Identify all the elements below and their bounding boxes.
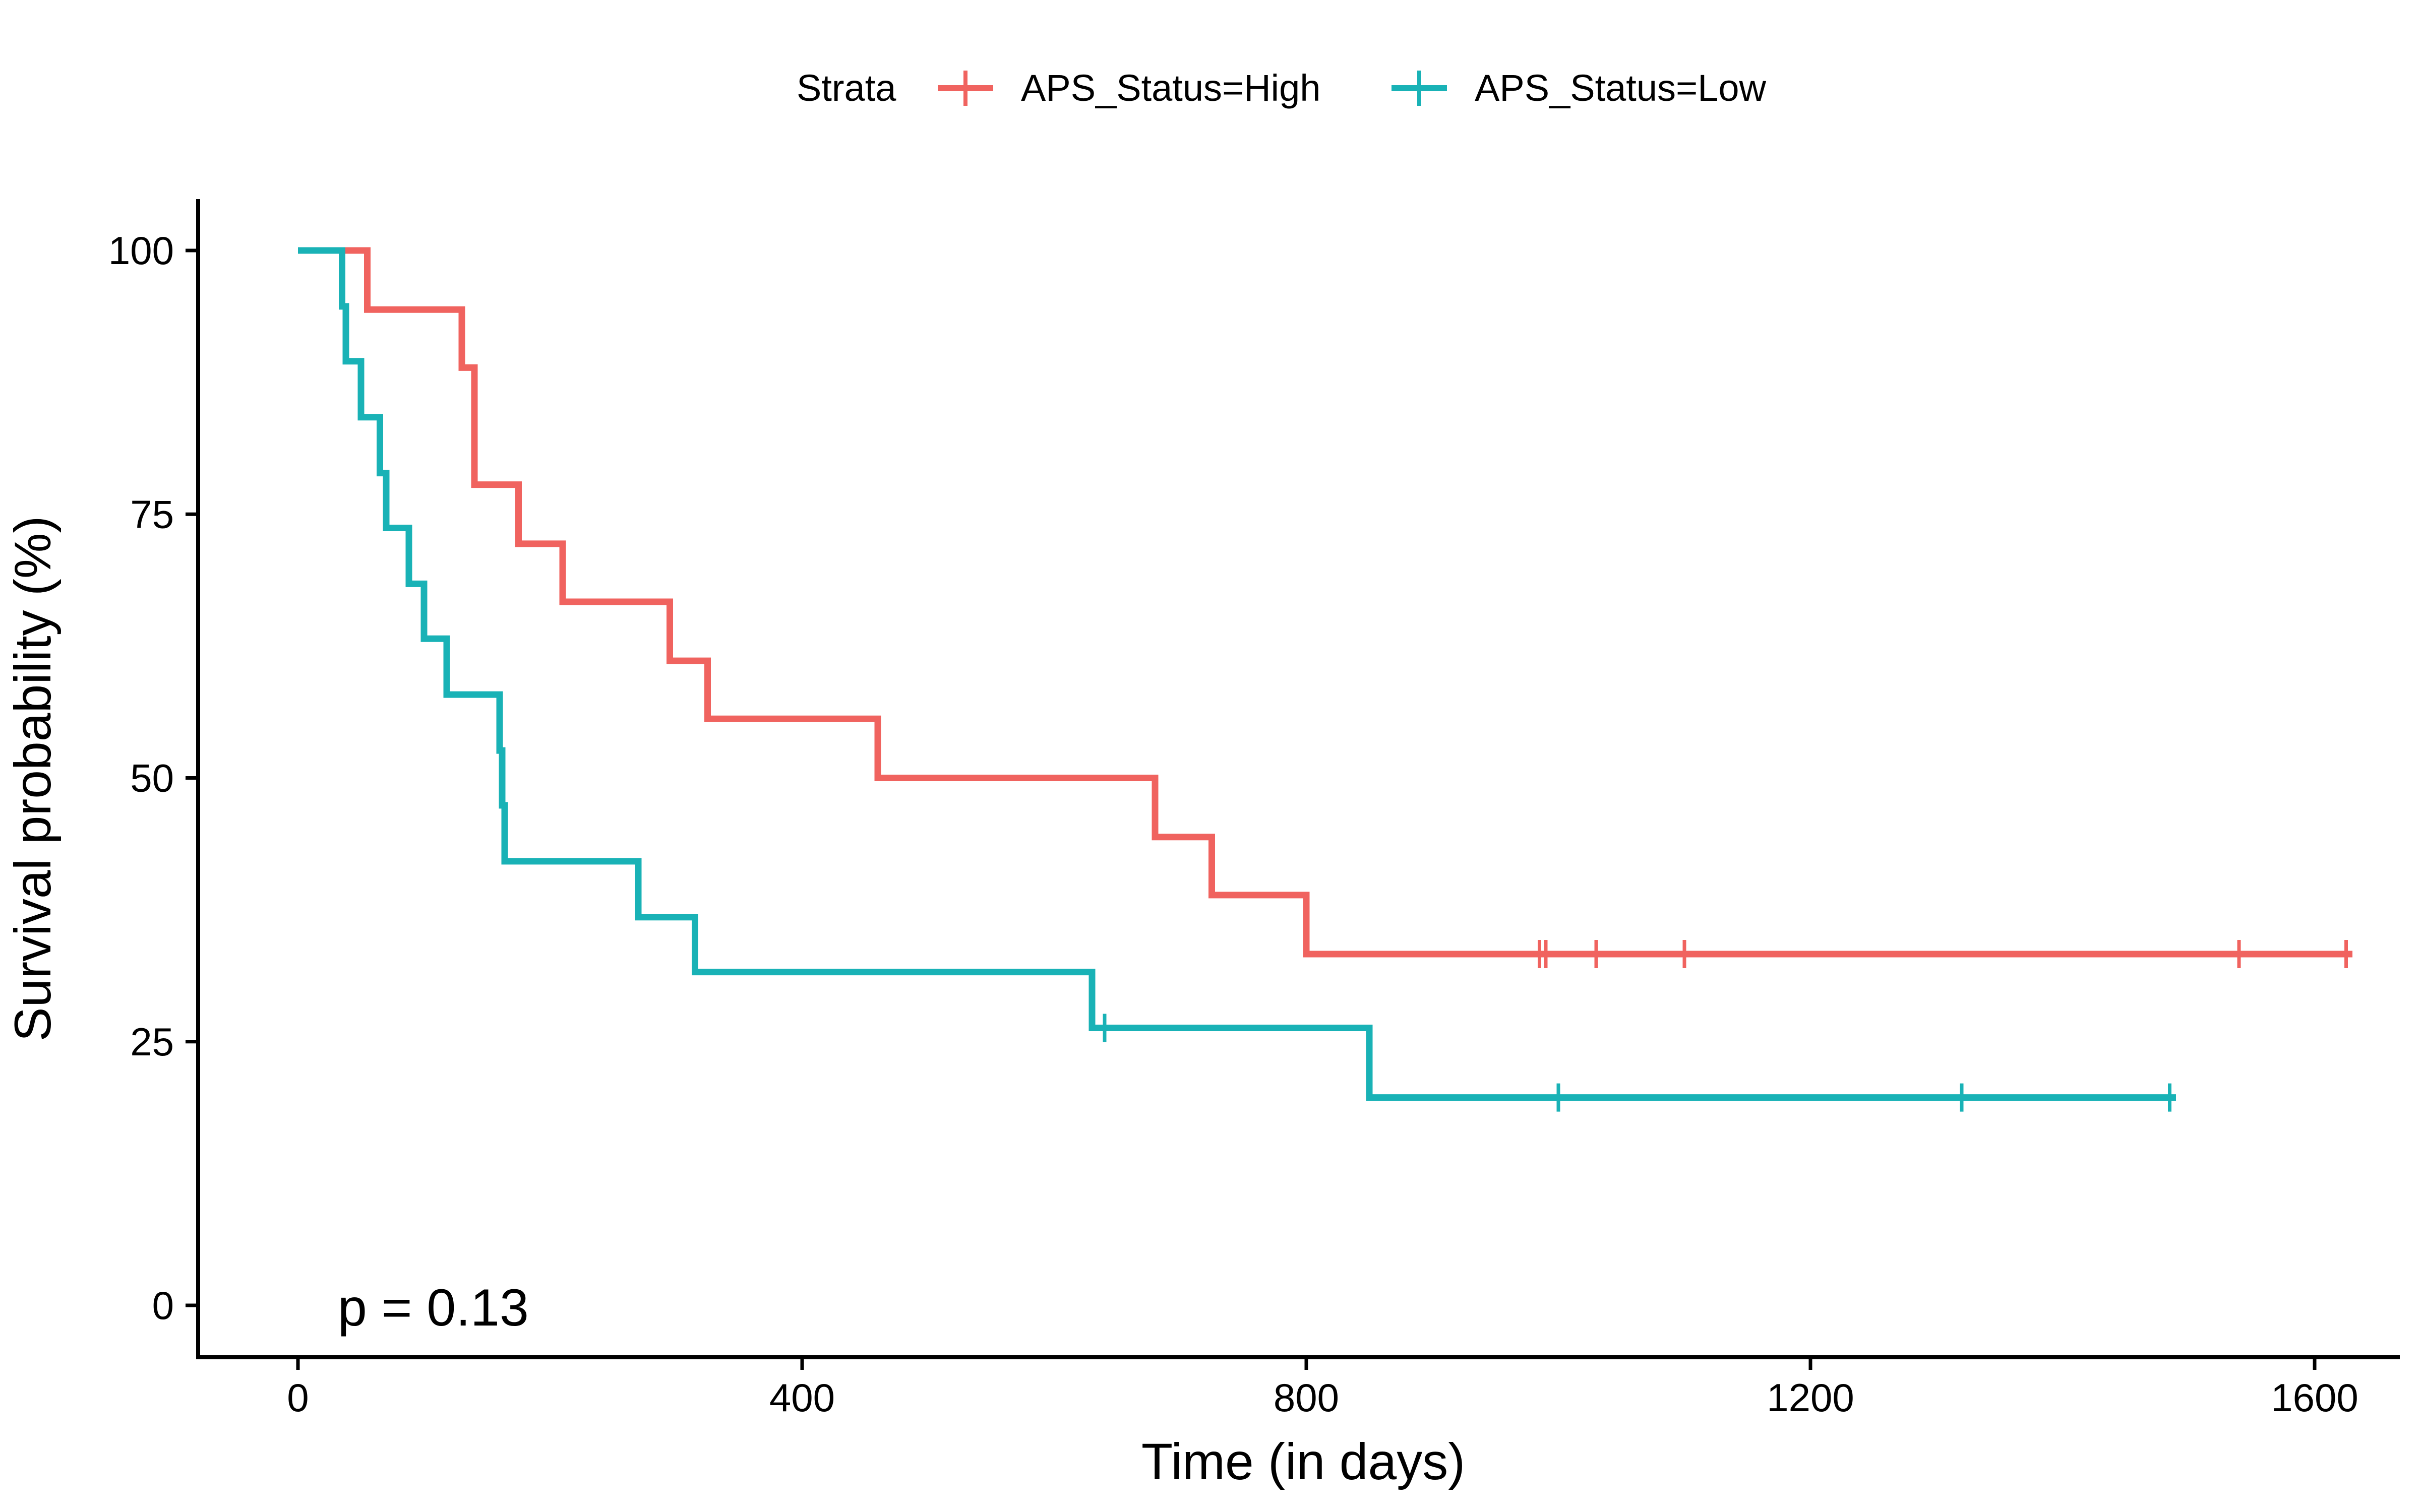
y-tick-label-75: 75: [130, 492, 174, 536]
x-tick-label-0: 0: [287, 1375, 309, 1420]
legend-label-high: APS_Status=High: [1021, 67, 1320, 109]
x-tick-label-400: 400: [769, 1375, 835, 1420]
series-layer: [298, 247, 2352, 1112]
legend-label-low: APS_Status=Low: [1475, 67, 1767, 109]
p-value-annotation: p = 0.13: [338, 1279, 529, 1337]
x-tick-label-1200: 1200: [1767, 1375, 1854, 1420]
legend: Strata APS_Status=High APS_Status=Low: [797, 67, 1767, 109]
x-axis-title: Time (in days): [1141, 1433, 1465, 1490]
y-axis-title: Survival probability (%): [4, 516, 62, 1041]
x-tick-label-1600: 1600: [2271, 1375, 2358, 1420]
legend-key-low: [1392, 71, 1447, 106]
y-tick-label-0: 0: [152, 1283, 174, 1328]
y-axis-ticks: 0 25 50 75 100: [108, 228, 198, 1328]
y-tick-label-100: 100: [108, 228, 174, 273]
legend-title: Strata: [797, 67, 896, 109]
x-tick-label-800: 800: [1274, 1375, 1339, 1420]
y-tick-label-25: 25: [130, 1020, 174, 1064]
legend-key-high: [938, 71, 993, 106]
x-axis-ticks: 0 400 800 1200 1600: [287, 1357, 2358, 1420]
y-tick-label-50: 50: [130, 756, 174, 800]
survival-curve-high: [298, 247, 2352, 958]
survival-curve-low: [298, 247, 2176, 1101]
series-high: [298, 247, 2352, 969]
series-low: [298, 247, 2176, 1112]
